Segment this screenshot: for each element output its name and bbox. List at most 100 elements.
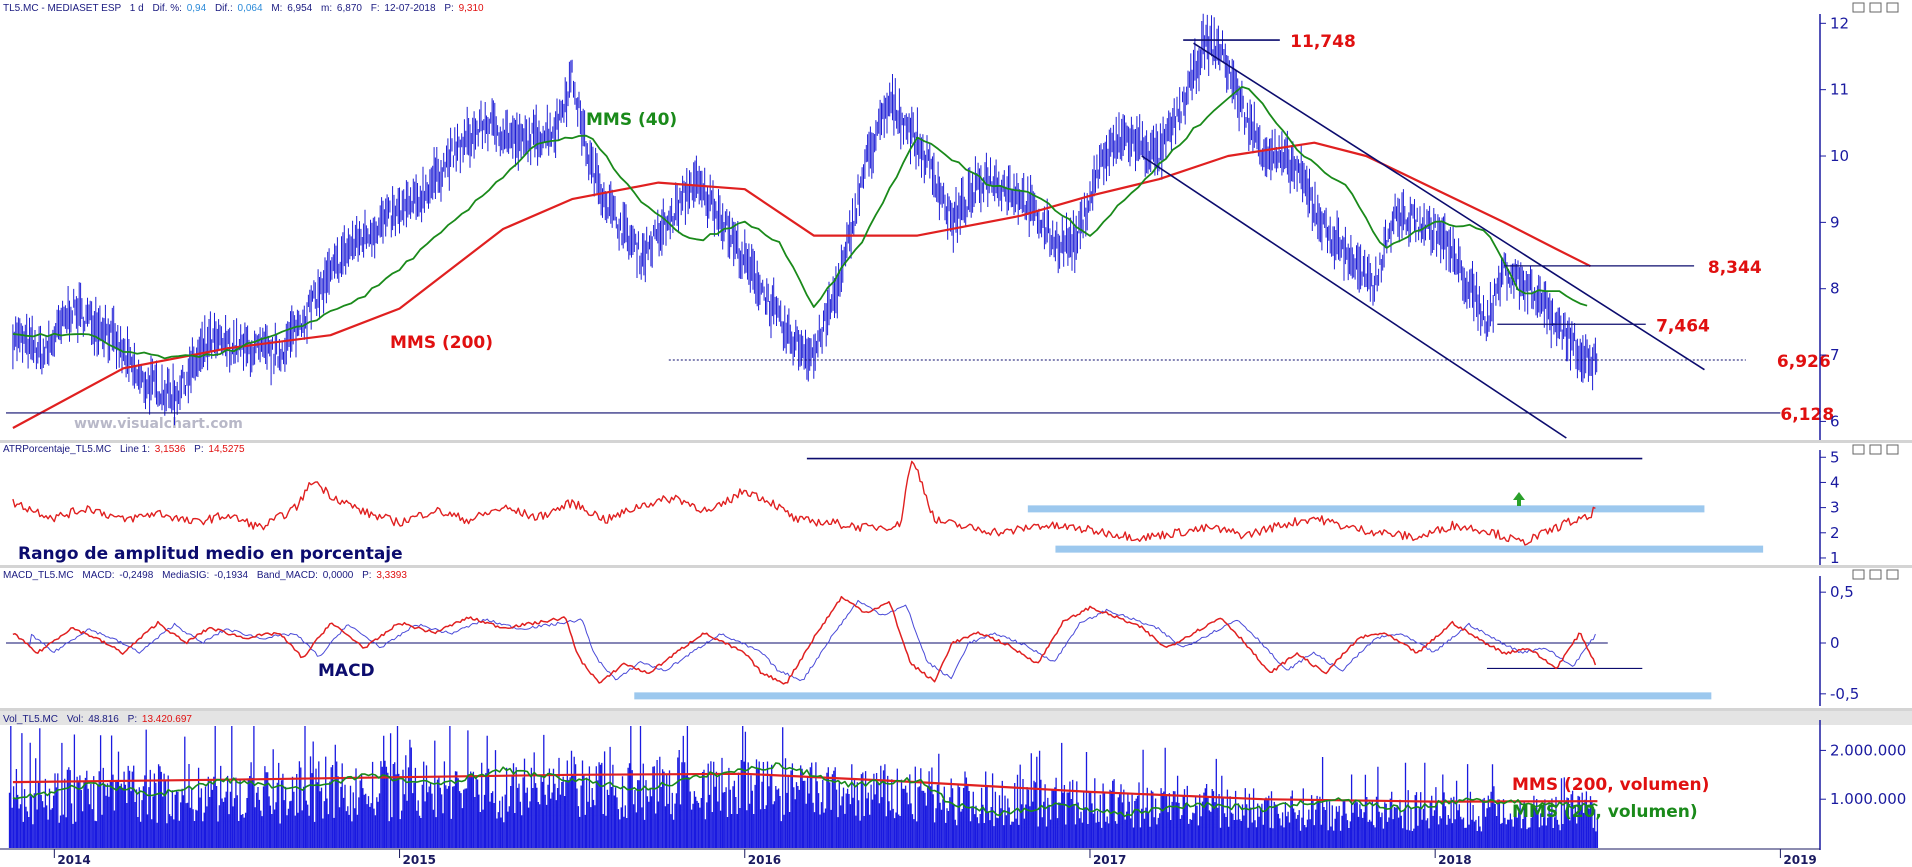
interval-label: 1 d [130, 3, 144, 14]
y-tick-label: 10 [1830, 147, 1849, 165]
period-value: 9,310 [459, 3, 484, 14]
panel-separator[interactable] [0, 708, 1912, 711]
vol-name: Vol_TL5.MC [3, 714, 58, 725]
close-icon[interactable] [1886, 569, 1899, 580]
minimize-icon[interactable] [1852, 444, 1865, 455]
x-tick-label: 2018 [1438, 853, 1471, 867]
band-label: Band_MACD: [257, 570, 318, 581]
mms200-label: MMS (200) [390, 333, 493, 353]
price-bars [12, 13, 1598, 426]
minimize-icon[interactable] [1852, 569, 1865, 580]
volume-header-bar [0, 711, 1912, 725]
y-tick-label: 7 [1830, 346, 1840, 364]
mms200-line [12, 141, 1591, 429]
dif-pct-label: Dif. %: [152, 3, 181, 14]
atr-window-buttons [1852, 444, 1899, 455]
macd-p-value: 3,3393 [376, 570, 407, 581]
atr-y-axis: 5 4 3 2 1 [1819, 448, 1840, 567]
macd-label: MACD: [82, 570, 114, 581]
price-y-axis: 12 11 10 9 8 7 6 [1819, 14, 1849, 440]
atr-annotation: Rango de amplitud medio en porcentaje [18, 544, 403, 564]
macd-panel: MACD_TL5.MC MACD: -0,2498 MediaSIG: -0,1… [3, 569, 1899, 706]
price-annotations: 11,748 8,344 7,464 6,926 6,128 MMS (40) MMS (2… [6, 32, 1834, 439]
macd-header: MACD_TL5.MC MACD: -0,2498 MediaSIG: -0,1… [3, 570, 407, 581]
sig-label: MediaSIG: [162, 570, 209, 581]
price-series [12, 13, 1598, 429]
x-tick-label: 2016 [748, 853, 781, 867]
close-icon[interactable] [1886, 2, 1899, 13]
y-tick-label: 1 [1830, 549, 1840, 567]
price-level-label: 7,464 [1656, 316, 1710, 336]
vol-p-label: P: [128, 714, 137, 725]
channel-lower-line [1141, 155, 1567, 439]
price-header: TL5.MC - MEDIASET ESP 1 d Dif. %: 0,94 D… [3, 3, 484, 14]
y-tick-label: 8 [1830, 280, 1840, 298]
sig-value: -0,1934 [214, 570, 248, 581]
price-window-buttons [1852, 2, 1899, 13]
y-tick-label: 12 [1830, 14, 1849, 32]
atr-line [12, 460, 1596, 546]
restore-icon[interactable] [1869, 444, 1882, 455]
arrow-up-icon [1513, 492, 1525, 506]
y-tick-label: 2.000.000 [1830, 741, 1906, 759]
low-label: m: [321, 3, 332, 14]
macd-p-label: P: [362, 570, 371, 581]
dif-pct-value: 0,94 [187, 3, 207, 14]
mms40-label: MMS (40) [586, 110, 677, 130]
price-level-label: 6,926 [1777, 352, 1831, 372]
vol-mms20-line [12, 762, 1598, 818]
restore-icon[interactable] [1869, 2, 1882, 13]
vol-mms200-label: MMS (200, volumen) [1512, 775, 1709, 795]
atr-series [12, 457, 1764, 553]
symbol-label: TL5.MC - MEDIASET ESP [3, 3, 122, 14]
atr-header: ATRPorcentaje_TL5.MC Line 1: 3,1536 P: 1… [3, 444, 245, 455]
x-tick-label: 2015 [403, 853, 436, 867]
minimize-icon[interactable] [1852, 2, 1865, 13]
vol-label: Vol: [67, 714, 84, 725]
macd-name: MACD_TL5.MC [3, 570, 74, 581]
panel-separator[interactable] [0, 440, 1912, 443]
atr-line-value: 3,1536 [155, 444, 186, 455]
x-tick-label: 2014 [57, 853, 90, 867]
volume-averages: MMS (200, volumen) MMS (20, volumen) [12, 762, 1709, 822]
macd-y-axis: 0,5 0 -0,5 [1819, 576, 1859, 706]
y-tick-label: 0 [1830, 634, 1840, 652]
price-level-label: 11,748 [1290, 32, 1356, 52]
y-tick-label: 5 [1830, 448, 1840, 466]
date-label: F: [371, 3, 380, 14]
period-label: P: [444, 3, 453, 14]
price-panel: TL5.MC - MEDIASET ESP 1 d Dif. %: 0,94 D… [3, 2, 1899, 440]
volume-header: Vol_TL5.MC Vol: 48.816 P: 13.420.697 [3, 714, 192, 725]
vol-p-value: 13.420.697 [142, 714, 192, 725]
close-icon[interactable] [1886, 444, 1899, 455]
price-series-bars [12, 13, 1598, 426]
mms40-line [12, 85, 1588, 360]
volume-y-axis: 2.000.000 1.000.000 [1819, 720, 1906, 850]
volume-bars [8, 726, 1599, 848]
time-x-axis: 2014 2015 2016 2017 2018 2019 [0, 848, 1820, 867]
macd-annotation: MACD [318, 661, 375, 681]
y-tick-label: 3 [1830, 499, 1840, 517]
macd-series [6, 595, 1712, 700]
panel-separator[interactable] [0, 565, 1912, 568]
atr-panel: ATRPorcentaje_TL5.MC Line 1: 3,1536 P: 1… [3, 444, 1899, 567]
price-level-label: 6,128 [1780, 405, 1834, 425]
band-value: 0,0000 [323, 570, 354, 581]
x-tick-label: 2017 [1093, 853, 1126, 867]
y-tick-label: 2 [1830, 524, 1840, 542]
y-tick-label: 4 [1830, 473, 1840, 491]
atr-p-label: P: [194, 444, 203, 455]
atr-line-label: Line 1: [120, 444, 150, 455]
volume-bar-series [8, 726, 1599, 848]
volume-panel: Vol_TL5.MC Vol: 48.816 P: 13.420.697 MMS… [0, 711, 1912, 867]
y-tick-label: 9 [1830, 213, 1840, 231]
restore-icon[interactable] [1869, 569, 1882, 580]
y-tick-label: 1.000.000 [1830, 790, 1906, 808]
y-tick-label: -0,5 [1830, 685, 1859, 703]
x-tick-label: 2019 [1783, 853, 1816, 867]
macd-signal-line [12, 599, 1596, 682]
channel-upper-line [1193, 42, 1705, 371]
macd-window-buttons [1852, 569, 1899, 580]
y-tick-label: 6 [1830, 412, 1840, 430]
